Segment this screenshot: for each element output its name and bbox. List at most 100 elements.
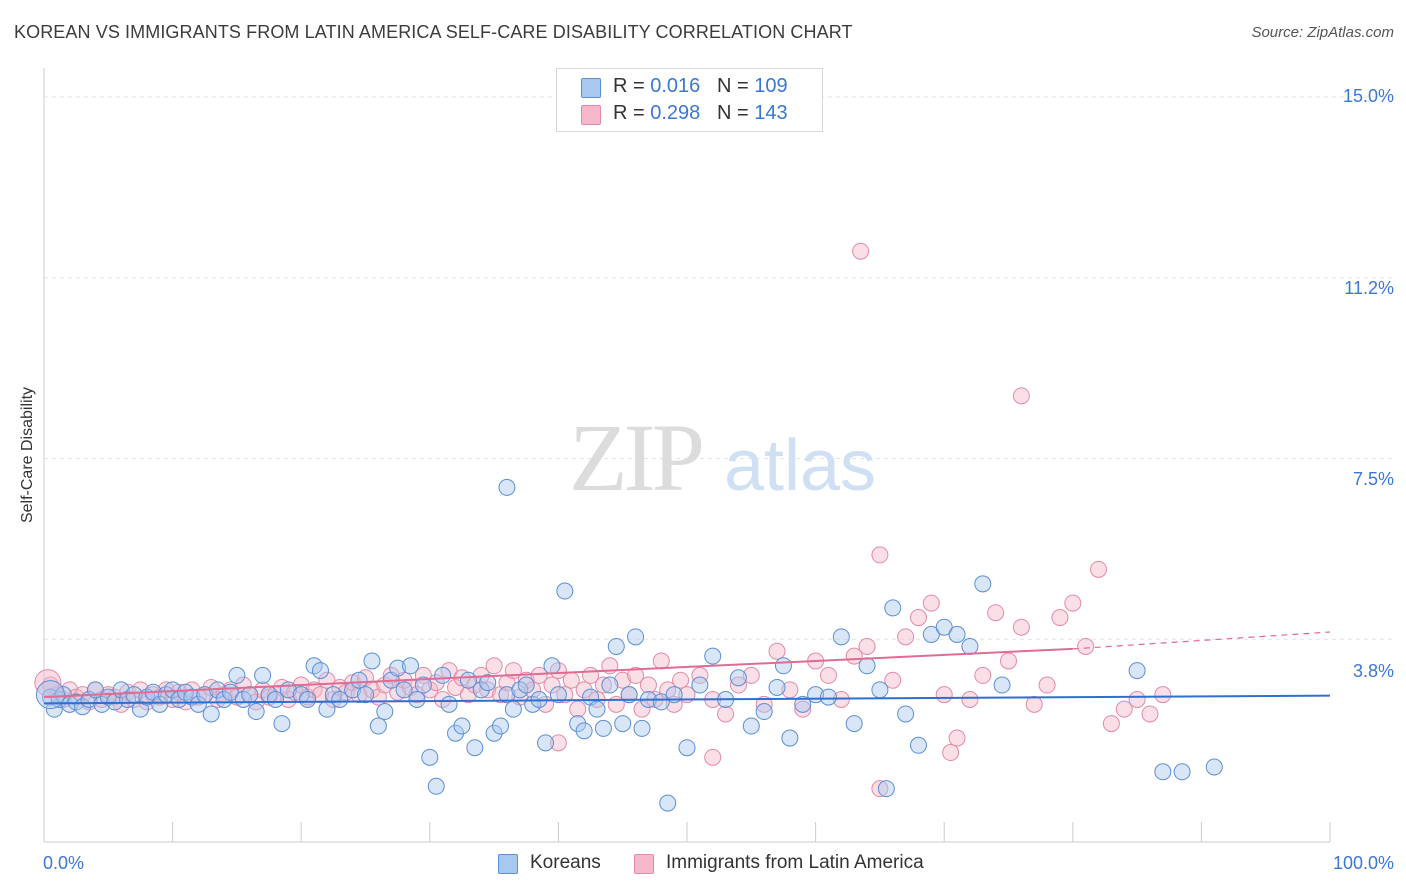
latin-point bbox=[871, 546, 889, 564]
korean-point bbox=[742, 717, 760, 735]
bottom-legend-swatch-pink bbox=[634, 854, 654, 874]
korean-point bbox=[594, 719, 612, 737]
korean-point bbox=[485, 724, 503, 742]
korean-point bbox=[922, 625, 940, 643]
latin-point bbox=[447, 678, 465, 696]
y-tick-7: 7.5% bbox=[1352, 469, 1394, 489]
korean-point bbox=[877, 780, 895, 798]
legend-n-label: N = bbox=[716, 102, 749, 124]
latin-point bbox=[768, 642, 786, 660]
korean-point bbox=[961, 637, 979, 655]
korean-point bbox=[537, 734, 555, 752]
y-tick-15: 15.0% bbox=[1342, 86, 1394, 106]
bottom-legend-swatch-blue bbox=[498, 854, 518, 874]
latin-point bbox=[382, 666, 400, 684]
latin-point bbox=[961, 691, 979, 708]
korean-point bbox=[691, 676, 709, 694]
korean-point bbox=[202, 705, 220, 723]
korean-point bbox=[241, 686, 259, 704]
latin-point bbox=[549, 734, 567, 752]
latin-point bbox=[1141, 705, 1159, 723]
latin-point bbox=[691, 666, 709, 684]
korean-point bbox=[819, 688, 837, 706]
latin-point bbox=[157, 681, 175, 699]
korean-point bbox=[627, 628, 645, 646]
latin-point bbox=[1090, 560, 1108, 578]
korean-point bbox=[492, 717, 510, 735]
korean-point bbox=[620, 686, 638, 704]
latin-point bbox=[742, 666, 760, 684]
latin-point bbox=[987, 604, 1005, 622]
korean-point bbox=[408, 691, 426, 708]
latin-point bbox=[884, 671, 902, 689]
korean-point bbox=[974, 575, 992, 593]
x-max-label: 100.0% bbox=[1332, 853, 1394, 873]
watermark-atlas: atlas bbox=[724, 426, 876, 506]
korean-point bbox=[884, 599, 902, 617]
source-label: Source: ZipAtlas.com bbox=[1251, 24, 1394, 41]
latin-point bbox=[556, 686, 574, 704]
latin-point bbox=[459, 686, 477, 704]
korean-point bbox=[376, 703, 394, 721]
korean-point bbox=[183, 688, 201, 706]
korean-point bbox=[729, 669, 747, 687]
korean-point bbox=[273, 715, 291, 733]
latin-point bbox=[67, 688, 85, 706]
latin-point bbox=[1064, 594, 1082, 612]
legend-r-label: R = bbox=[613, 102, 645, 124]
latin-point bbox=[672, 671, 690, 689]
legend-r-label: R = bbox=[613, 75, 645, 97]
legend-n-value: 143 bbox=[754, 102, 788, 124]
korean-point bbox=[389, 659, 407, 677]
korean-point bbox=[614, 715, 632, 733]
korean-point bbox=[427, 777, 445, 795]
korean-point bbox=[704, 647, 722, 665]
watermark-zip: ZIP bbox=[569, 404, 702, 511]
korean-point bbox=[659, 794, 677, 812]
korean-point bbox=[421, 748, 439, 766]
legend-n-value: 109 bbox=[754, 75, 788, 97]
korean-point bbox=[569, 715, 587, 733]
korean-points bbox=[35, 478, 1223, 812]
korean-point bbox=[247, 703, 265, 721]
korean-point bbox=[350, 671, 368, 689]
korean-point bbox=[678, 739, 696, 757]
korean-point bbox=[369, 717, 387, 735]
korean-point bbox=[151, 695, 169, 713]
latin-point bbox=[922, 594, 940, 612]
axes bbox=[43, 68, 1331, 843]
korean-point bbox=[35, 680, 65, 710]
korean-point bbox=[871, 681, 889, 699]
watermark: ZIP atlas bbox=[569, 404, 876, 511]
latin-point bbox=[871, 780, 889, 798]
legend-r-value: 0.016 bbox=[650, 75, 701, 97]
korean-point bbox=[549, 686, 567, 704]
legend-swatch-pink bbox=[581, 105, 601, 125]
korean-point bbox=[755, 703, 773, 721]
latin-point bbox=[479, 681, 497, 699]
latin-point bbox=[704, 748, 722, 766]
bottom-legend-label-latin: Immigrants from Latin America bbox=[666, 852, 924, 873]
korean-point bbox=[774, 657, 792, 675]
korean-point bbox=[299, 691, 317, 708]
korean-point bbox=[935, 618, 953, 636]
korean-point bbox=[858, 657, 876, 675]
korean-point bbox=[575, 722, 593, 740]
legend: R = 0.016 N = 109 R = 0.298 N = 143 bbox=[556, 68, 823, 132]
korean-trend-line bbox=[43, 694, 1331, 705]
latin-point bbox=[781, 681, 799, 699]
korean-point bbox=[447, 724, 465, 742]
korean-point bbox=[794, 695, 812, 713]
korean-point bbox=[331, 691, 349, 708]
latin-point bbox=[794, 700, 812, 718]
latin-point bbox=[1038, 676, 1056, 694]
korean-point bbox=[845, 715, 863, 733]
latin-trend-extension bbox=[1072, 631, 1331, 650]
latin-point bbox=[717, 705, 735, 723]
latin-point bbox=[639, 676, 657, 694]
latin-point bbox=[517, 671, 535, 689]
latin-point bbox=[234, 676, 252, 694]
korean-point bbox=[1154, 763, 1172, 781]
korean-point bbox=[228, 666, 246, 684]
latin-point bbox=[1102, 715, 1120, 733]
